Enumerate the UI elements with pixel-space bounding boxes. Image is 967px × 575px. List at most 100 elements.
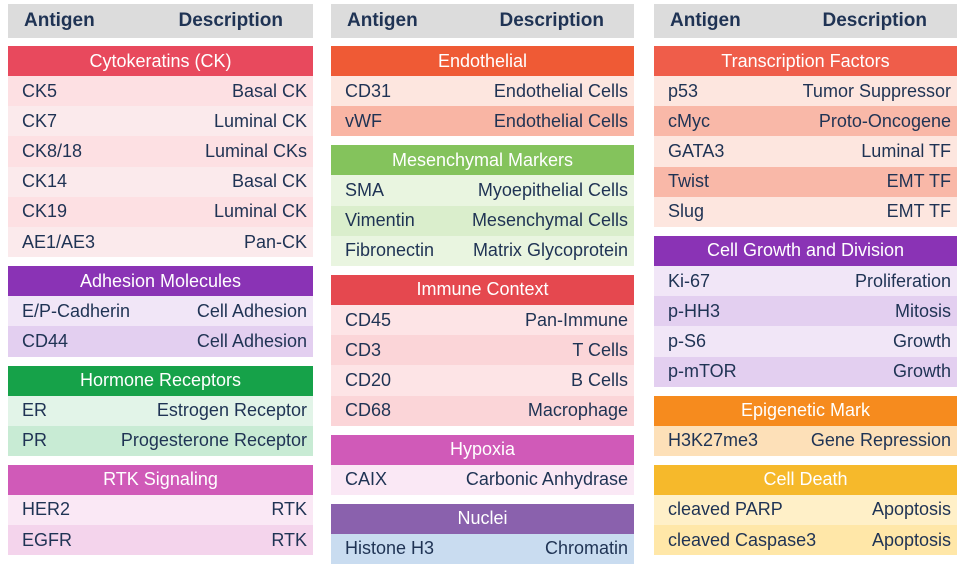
table-row: p-S6 Growth	[654, 326, 957, 357]
antigen-cell: CD68	[345, 400, 392, 421]
table-row: GATA3 Luminal TF	[654, 136, 957, 167]
table-row: Histone H3 Chromatin	[331, 533, 634, 565]
group-cell-growth-and-division: Cell Growth and Division Ki-67 Proliferati…	[654, 235, 957, 387]
table-row: CD45 Pan-Immune	[331, 304, 634, 336]
group-endothelial: Endothelial CD31 Endothelial Cells vWF Endot…	[331, 46, 634, 137]
group-title: Nuclei	[331, 503, 634, 534]
table-row: Fibronectin Matrix Glycoprotein	[331, 235, 634, 266]
description-cell: Cell Adhesion	[196, 300, 307, 321]
table-row: cMyc Proto-Oncogene	[654, 106, 957, 137]
description-cell: T Cells	[572, 339, 628, 360]
group-immune-context: Immune Context CD45 Pan-Immune CD3 T Cells CD…	[331, 274, 634, 426]
description-cell: Growth	[892, 361, 951, 382]
description-cell: Luminal CK	[213, 201, 307, 222]
header-antigen: Antigen	[24, 10, 95, 31]
antigen-cell: CD3	[345, 339, 382, 360]
description-cell: Basal CK	[231, 80, 307, 101]
antigen-cell: H3K27me3	[668, 430, 759, 451]
table-row: CD20 B Cells	[331, 365, 634, 396]
table-row: CAIX Carbonic Anhydrase	[331, 464, 634, 495]
description-cell: Apoptosis	[871, 499, 951, 520]
description-cell: Proliferation	[854, 270, 951, 291]
antigen-cell: ER	[22, 400, 48, 421]
description-cell: Luminal CKs	[204, 140, 307, 161]
description-cell: Mitosis	[894, 300, 951, 321]
column-header: Antigen Description	[8, 4, 313, 38]
group-title: Adhesion Molecules	[8, 266, 313, 297]
description-cell: Gene Repression	[810, 430, 951, 451]
header-description: Description	[499, 10, 604, 31]
antigen-cell: cleaved Caspase3	[668, 529, 817, 550]
group-epigenetic-mark: Epigenetic Mark H3K27me3 Gene Repression	[654, 395, 957, 456]
group-nuclei: Nuclei Histone H3 Chromatin	[331, 503, 634, 565]
table-row: CK19 Luminal CK	[8, 196, 313, 227]
table-row: CD44 Cell Adhesion	[8, 326, 313, 357]
description-cell: Matrix Glycoprotein	[472, 240, 628, 261]
antigen-cell: CK19	[22, 201, 68, 222]
group-title: Mesenchymal Markers	[331, 145, 634, 176]
antigen-cell: CD20	[345, 369, 392, 390]
table-row: CK5 Basal CK	[8, 76, 313, 107]
table-row: p-mTOR Growth	[654, 356, 957, 387]
antigen-cell: p-S6	[668, 330, 707, 351]
antigen-cell: Slug	[668, 201, 705, 222]
header-description: Description	[822, 10, 927, 31]
group-title: Transcription Factors	[654, 46, 957, 76]
antigen-cell: CD31	[345, 80, 392, 101]
table-row: CK14 Basal CK	[8, 166, 313, 197]
table-row: Vimentin Mesenchymal Cells	[331, 205, 634, 236]
antigen-cell: HER2	[22, 499, 71, 520]
column-left: Antigen Description Cytokeratins (CK) CK5 Ba…	[8, 4, 313, 564]
table-row: CD31 Endothelial Cells	[331, 76, 634, 107]
table-row: HER2 RTK	[8, 494, 313, 526]
antigen-cell: SMA	[345, 179, 385, 200]
description-cell: Luminal CK	[213, 110, 307, 131]
description-cell: Carbonic Anhydrase	[465, 469, 628, 490]
group-title: Epigenetic Mark	[654, 395, 957, 426]
group-hypoxia: Hypoxia CAIX Carbonic Anhydrase	[331, 434, 634, 495]
header-description: Description	[178, 10, 283, 31]
antigen-cell: AE1/AE3	[22, 231, 96, 252]
header-antigen: Antigen	[670, 10, 741, 31]
antigen-cell: CD44	[22, 330, 69, 351]
description-cell: EMT TF	[886, 201, 951, 222]
description-cell: Myoepithelial Cells	[477, 179, 628, 200]
description-cell: Proto-Oncogene	[818, 110, 951, 131]
group-cytokeratins-ck: Cytokeratins (CK) CK5 Basal CK CK7 Luminal C…	[8, 46, 313, 258]
column-middle: Antigen Description Endothelial CD31 Endothe…	[331, 4, 634, 573]
table-row: Ki-67 Proliferation	[654, 265, 957, 297]
description-cell: Estrogen Receptor	[156, 400, 307, 421]
antigen-cell: EGFR	[22, 529, 73, 550]
table-row: CK8/18 Luminal CKs	[8, 136, 313, 167]
description-cell: RTK	[271, 499, 307, 520]
description-cell: Apoptosis	[871, 529, 951, 550]
table-row: Twist EMT TF	[654, 166, 957, 197]
antigen-cell: CK7	[22, 110, 58, 131]
antigen-cell: GATA3	[668, 140, 725, 161]
group-title: RTK Signaling	[8, 464, 313, 495]
table-row: EGFR RTK	[8, 525, 313, 556]
table-row: cleaved Caspase3 Apoptosis	[654, 525, 957, 556]
antigen-cell: p-mTOR	[668, 361, 737, 382]
table-row: p53 Tumor Suppressor	[654, 76, 957, 107]
description-cell: Basal CK	[231, 171, 307, 192]
group-transcription-factors: Transcription Factors p53 Tumor Suppressor…	[654, 46, 957, 227]
header-antigen: Antigen	[347, 10, 418, 31]
table-row: H3K27me3 Gene Repression	[654, 425, 957, 456]
antigen-cell: CK8/18	[22, 140, 83, 161]
description-cell: Endothelial Cells	[493, 110, 628, 131]
table-row: SMA Myoepithelial Cells	[331, 175, 634, 206]
antigen-cell: CK14	[22, 171, 68, 192]
antigen-cell: p-HH3	[668, 300, 721, 321]
group-adhesion-molecules: Adhesion Molecules E/P-Cadherin Cell Adhes…	[8, 266, 313, 357]
column-right: Antigen Description Transcription Factors p…	[654, 4, 957, 564]
antigen-cell: Fibronectin	[345, 240, 435, 261]
description-cell: Luminal TF	[861, 140, 951, 161]
description-cell: Pan-CK	[243, 231, 307, 252]
antigen-cell: E/P-Cadherin	[22, 300, 131, 321]
group-title: Hormone Receptors	[8, 365, 313, 396]
antigen-cell: CAIX	[345, 469, 388, 490]
table-row: CD68 Macrophage	[331, 395, 634, 426]
antigen-cell: vWF	[345, 110, 382, 131]
table-row: E/P-Cadherin Cell Adhesion	[8, 296, 313, 327]
